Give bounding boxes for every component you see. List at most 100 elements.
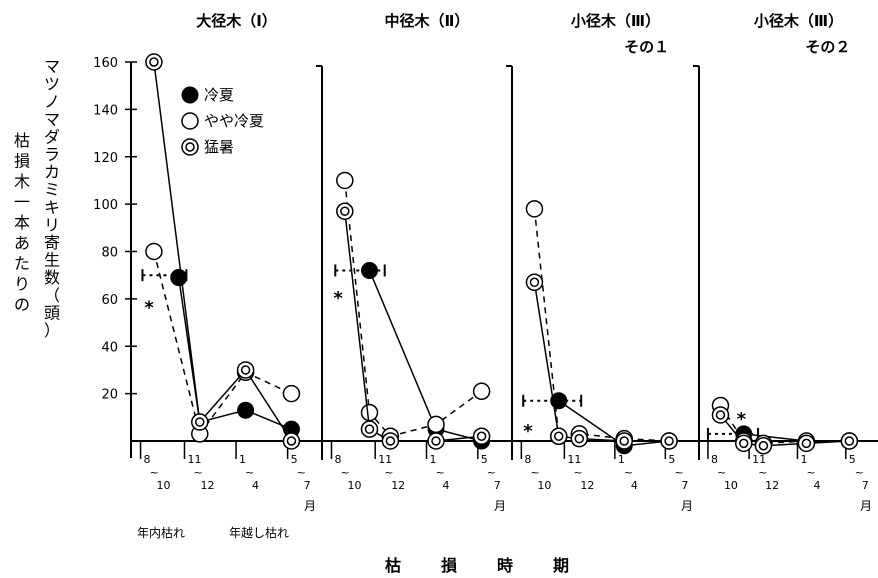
x-tick-label: 5 — [291, 453, 298, 466]
x-tick-label: 7 — [681, 479, 688, 492]
data-point — [525, 200, 544, 218]
month-label: 月 — [304, 499, 316, 513]
legend-label: やや冷夏 — [204, 112, 264, 130]
y-axis-label: マ — [44, 110, 60, 129]
x-tick-tilde: ~ — [674, 466, 683, 479]
x-tick-tilde: ~ — [487, 466, 496, 479]
data-point-inner — [431, 436, 441, 446]
x-tick-label: 12 — [765, 479, 779, 492]
x-tick-label: 7 — [862, 479, 869, 492]
data-point-inner — [619, 436, 629, 446]
x-tick-label: 11 — [567, 453, 581, 466]
series-line — [533, 282, 670, 442]
y-axis-label: 枯 — [14, 131, 30, 150]
y-tick-label: 40 — [101, 340, 118, 355]
x-tick-label: 10 — [157, 479, 171, 492]
y-axis-label: 生 — [44, 251, 60, 270]
x-tick-tilde: ~ — [573, 466, 582, 479]
significance-star: * — [144, 298, 154, 319]
y-axis-label: カ — [44, 163, 60, 182]
data-point-inner — [385, 436, 396, 446]
y-axis-label: ミ — [44, 180, 60, 199]
x-tick-label: 10 — [724, 479, 738, 492]
data-point — [336, 171, 354, 190]
x-tick-tilde: ~ — [717, 466, 726, 479]
series-line — [533, 208, 670, 442]
x-tick-label: 8 — [711, 453, 718, 466]
y-axis-label: ダ — [44, 127, 60, 146]
y-axis-label: 木 — [14, 172, 30, 191]
y-axis-label: （ — [44, 286, 60, 305]
x-tick-label: 5 — [668, 453, 675, 466]
panel-title: 中径木（Ⅱ） — [385, 12, 470, 30]
x-tick-label: 5 — [481, 453, 488, 466]
x-tick-label: 1 — [618, 453, 625, 466]
y-tick-label: 140 — [93, 103, 118, 118]
x-tick-label: 8 — [335, 453, 342, 466]
data-point-inner — [664, 436, 674, 446]
y-axis-label: 損 — [14, 152, 30, 171]
data-point-inner — [529, 277, 540, 288]
month-label: 月 — [860, 499, 872, 513]
data-point — [145, 242, 163, 261]
data-point — [170, 269, 188, 287]
data-point-inner — [240, 365, 251, 375]
x-tick-tilde: ~ — [384, 466, 393, 479]
y-axis-label: あ — [14, 234, 30, 253]
legend-marker — [181, 86, 199, 104]
x-tick-tilde: ~ — [758, 466, 767, 479]
x-tick-tilde: ~ — [436, 466, 445, 479]
data-point-inner — [364, 424, 375, 434]
y-axis-label: 寄 — [44, 233, 60, 252]
y-axis-label: の — [14, 295, 30, 314]
x-tick-label: 10 — [537, 479, 551, 492]
data-point-inner — [286, 436, 297, 446]
x-tick-tilde: ~ — [341, 466, 350, 479]
y-tick-label: 20 — [101, 388, 118, 403]
data-point-inner — [844, 436, 855, 446]
data-point — [360, 403, 379, 422]
y-tick-label: 80 — [101, 246, 118, 261]
panel-subtitle: その１ — [624, 38, 669, 56]
data-point — [361, 261, 378, 279]
data-point-inner — [149, 57, 159, 67]
data-point — [427, 415, 445, 434]
significance-star: * — [333, 288, 343, 309]
x-tick-tilde: ~ — [150, 466, 159, 479]
data-point-inner — [554, 431, 564, 442]
x-tick-label: 1 — [800, 453, 807, 466]
y-axis-label: た — [14, 254, 30, 273]
x-tick-label: 1 — [239, 453, 246, 466]
y-axis-label: ツ — [44, 75, 60, 94]
x-tick-label: 7 — [494, 479, 501, 492]
legend-marker-inner — [185, 142, 195, 152]
data-point-inner — [758, 440, 769, 451]
data-point-inner — [739, 438, 749, 449]
x-tick-tilde: ~ — [806, 466, 815, 479]
series-line — [153, 61, 293, 442]
significance-star: * — [737, 409, 747, 430]
x-tick-label: 8 — [524, 453, 531, 466]
legend-label: 冷夏 — [204, 86, 234, 104]
panel-title: 大径木（Ⅰ） — [196, 12, 277, 30]
x-axis-label: 枯損時期 — [385, 556, 609, 575]
y-axis-label: リ — [44, 215, 60, 234]
series-line — [178, 277, 292, 430]
y-axis-label: キ — [44, 198, 60, 217]
x-tick-tilde: ~ — [245, 466, 254, 479]
data-point-inner — [476, 431, 487, 442]
y-axis-label: 頭 — [44, 303, 60, 322]
x-tick-label: 12 — [580, 479, 594, 492]
data-point — [237, 401, 255, 419]
x-tick-tilde: ~ — [193, 466, 202, 479]
x-tick-tilde: ~ — [855, 466, 864, 479]
category-note: 年越し枯れ — [229, 525, 289, 540]
month-label: 月 — [494, 499, 506, 513]
series-line — [153, 251, 292, 436]
significance-star: * — [523, 421, 533, 442]
x-tick-label: 12 — [200, 479, 214, 492]
data-point-inner — [574, 433, 585, 444]
data-point-inner — [340, 206, 350, 216]
y-tick-label: 160 — [93, 56, 118, 71]
